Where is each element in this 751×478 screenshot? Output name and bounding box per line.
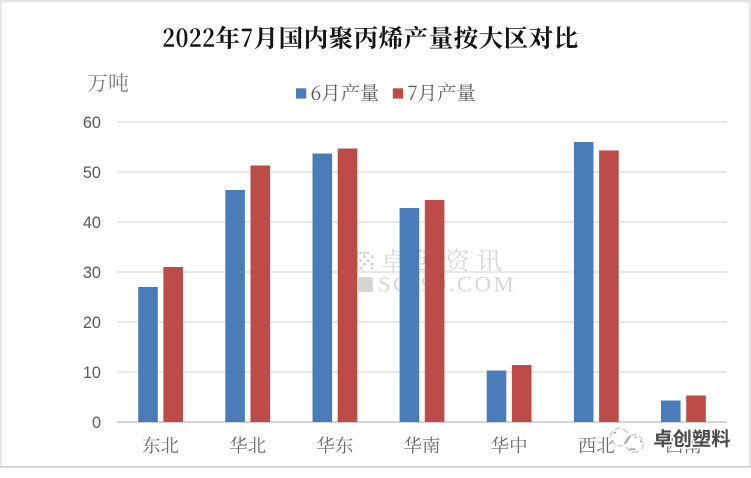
svg-text:40: 40 xyxy=(83,214,101,232)
svg-text:20: 20 xyxy=(83,314,101,332)
svg-text:10: 10 xyxy=(83,364,101,382)
svg-text:0: 0 xyxy=(92,414,101,432)
svg-text:30: 30 xyxy=(83,264,101,282)
svg-text:50: 50 xyxy=(83,164,101,182)
svg-text:60: 60 xyxy=(83,114,101,132)
svg-text:SCI99.COM: SCI99.COM xyxy=(378,272,516,297)
